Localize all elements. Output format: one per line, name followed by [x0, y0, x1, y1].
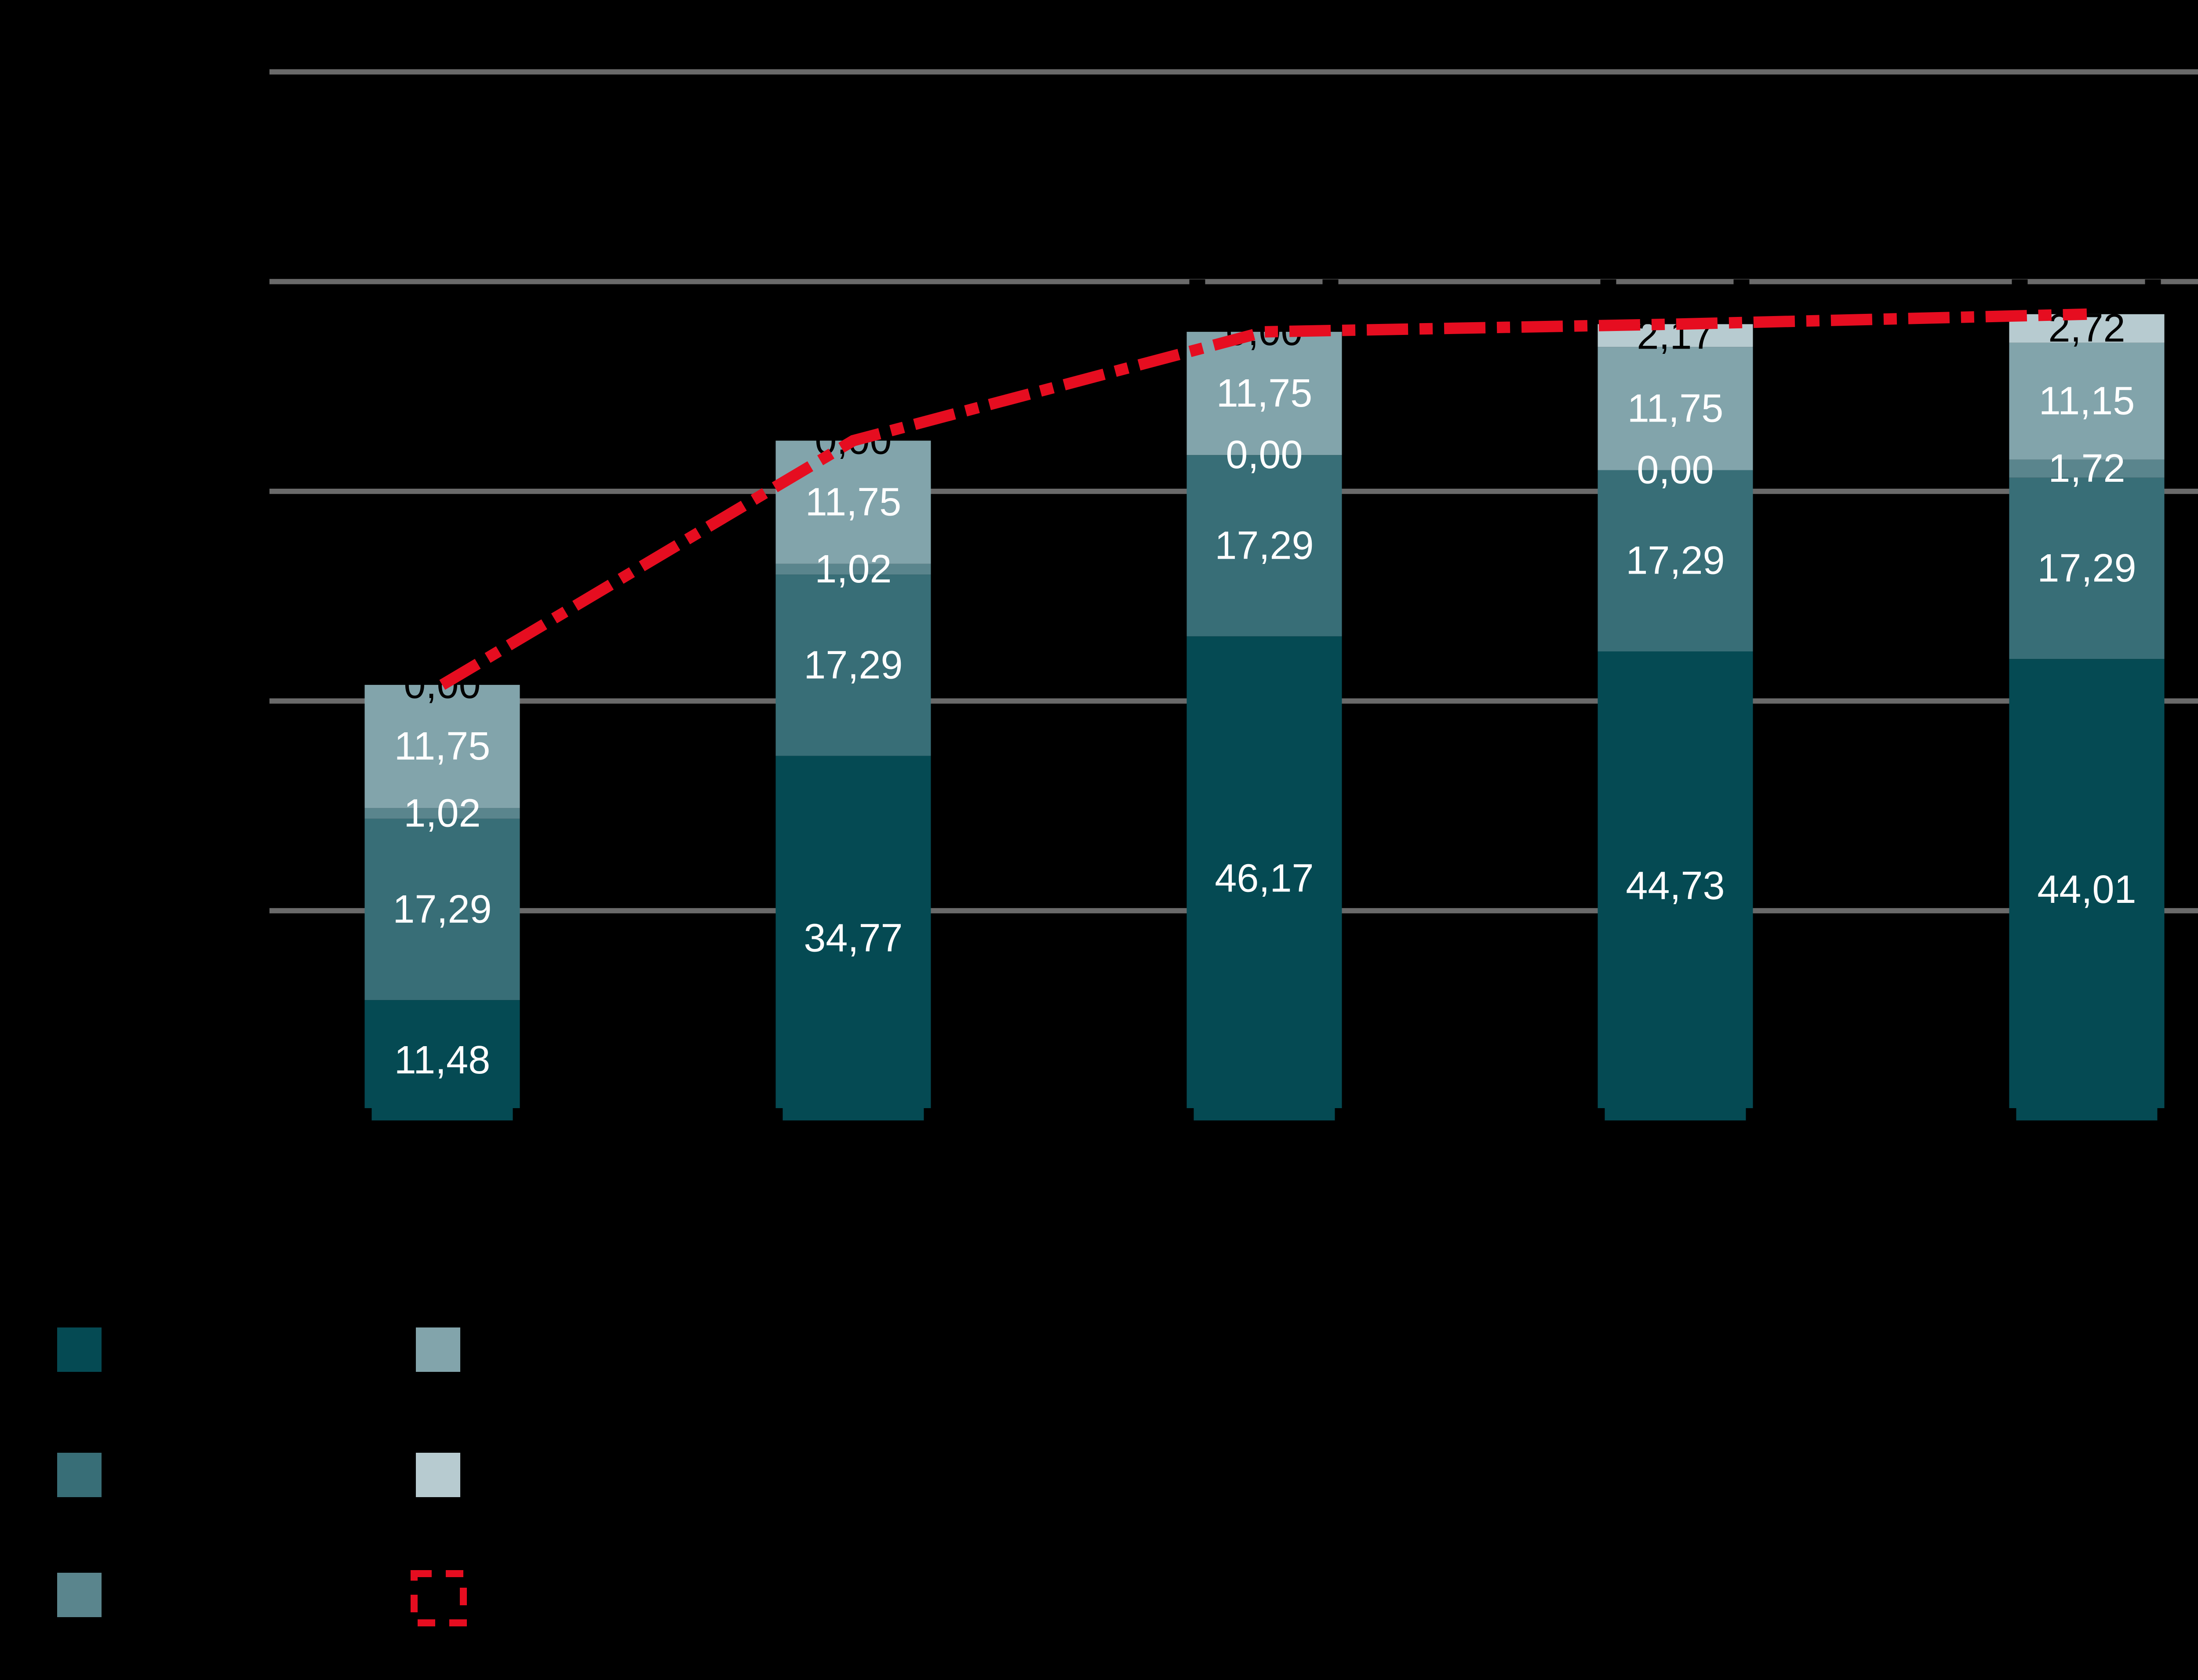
- bar-segment-label-series-4-light-teal: 11,75: [1627, 386, 1724, 430]
- gridline-notch-left: [1189, 279, 1205, 295]
- bar-bottom-left-notch: [1598, 1108, 1605, 1120]
- bar-segment-label-series-3-mid-teal: 1,02: [404, 792, 480, 836]
- bar-bottom-right-notch: [2157, 1108, 2165, 1120]
- bar-segment-label-series-2-dark-teal: 17,29: [804, 643, 902, 687]
- bar-segment-label-series-4-light-teal: 11,75: [805, 480, 902, 524]
- bar-segment-series-4-light-teal: [364, 685, 520, 808]
- bar-segment-series-4-light-teal: [1186, 331, 1342, 455]
- bar-segment-label-series-4-light-teal: 11,15: [2039, 379, 2135, 423]
- bar-segment-label-series-3-mid-teal: 1,72: [2048, 447, 2125, 491]
- legend-series-3-swatch: [57, 1573, 102, 1617]
- bar-segment-label-series-1-darkest: 46,17: [1215, 856, 1314, 900]
- total-line: [439, 308, 2087, 690]
- bar-segment-label-series-2-dark-teal: 17,29: [1626, 539, 1725, 583]
- bar-segment-label-series-3-mid-teal: 0,00: [1637, 448, 1714, 492]
- legend-total-line-swatch: [411, 1570, 467, 1626]
- gridline-notch-right: [2145, 279, 2161, 295]
- bar-bottom-right-notch: [924, 1108, 931, 1120]
- bar-segment-series-1-darkest: [2009, 659, 2165, 1120]
- bar-segment-label-series-2-dark-teal: 17,29: [1215, 524, 1314, 567]
- legend-series-4-swatch: [416, 1327, 460, 1372]
- bar-segment-series-1-darkest: [364, 1000, 520, 1120]
- gridline-notch-right: [1322, 279, 1339, 295]
- bar-segment-label-series-1-darkest: 34,77: [804, 916, 902, 960]
- bar-segment-series-2-dark-teal: [2009, 477, 2165, 659]
- bar-segment-series-4-light-teal: [1598, 347, 1753, 470]
- bar-bottom-right-notch: [1335, 1108, 1342, 1120]
- bar-bottom-left-notch: [775, 1108, 783, 1120]
- bar-bottom-left-notch: [2009, 1108, 2016, 1120]
- bar-segment-series-3-mid-teal: [2009, 459, 2165, 478]
- legend-series-1-swatch: [57, 1327, 102, 1372]
- bar-bottom-left-notch: [364, 1108, 372, 1120]
- bar-segment-label-series-2-dark-teal: 17,29: [2037, 546, 2136, 590]
- bar-segment-label-series-5-lightest: 2,72: [2048, 306, 2125, 350]
- bar-segment-label-series-1-darkest: 11,48: [394, 1038, 491, 1082]
- bar-series: [364, 314, 2165, 1120]
- bar-segment-label-series-3-mid-teal: 1,02: [815, 547, 892, 591]
- total-line-series: [439, 308, 2087, 690]
- bar-segment-label-series-4-light-teal: 11,75: [1216, 371, 1313, 415]
- bar-segment-series-4-light-teal: [775, 440, 931, 564]
- bar-segment-series-2-dark-teal: [1186, 455, 1342, 636]
- bar-segment-series-1-darkest: [1186, 636, 1342, 1120]
- bar-segment-label-series-3-mid-teal: 0,00: [1226, 433, 1303, 477]
- gridline-notch-left: [1600, 279, 1616, 295]
- bar-bottom-right-notch: [1746, 1108, 1753, 1120]
- bar-corner-notches: [364, 1108, 2165, 1120]
- legend-series-5-swatch: [416, 1453, 460, 1497]
- legend: [57, 1327, 467, 1626]
- data-labels: 11,48 34,77 46,17 44,73 44,01 17,29 17,29 17,29…: [393, 306, 2136, 1082]
- bar-segment-series-1-darkest: [775, 756, 931, 1120]
- bar-segment-label-series-2-dark-teal: 17,29: [393, 887, 491, 931]
- bar-segment-series-2-dark-teal: [1598, 470, 1753, 651]
- bar-segment-series-2-dark-teal: [775, 575, 931, 756]
- bar-segment-label-series-1-darkest: 44,73: [1626, 864, 1725, 908]
- bar-segment-label-series-1-darkest: 44,01: [2037, 868, 2136, 912]
- bar-segment-series-2-dark-teal: [364, 818, 520, 1000]
- bar-segment-series-3-mid-teal: [364, 808, 520, 819]
- gridline-notch-right: [1733, 279, 1750, 295]
- bar-bottom-right-notch: [513, 1108, 520, 1120]
- bar-segment-series-1-darkest: [1598, 651, 1753, 1120]
- bar-segment-series-3-mid-teal: [775, 564, 931, 575]
- legend-series-2-swatch: [57, 1453, 102, 1497]
- gridline-notch-left: [2012, 279, 2028, 295]
- bar-bottom-left-notch: [1186, 1108, 1194, 1120]
- bar-segment-series-4-light-teal: [2009, 342, 2165, 460]
- bar-segment-label-series-4-light-teal: 11,75: [394, 724, 491, 768]
- gridline-label-notches: [1189, 279, 2161, 295]
